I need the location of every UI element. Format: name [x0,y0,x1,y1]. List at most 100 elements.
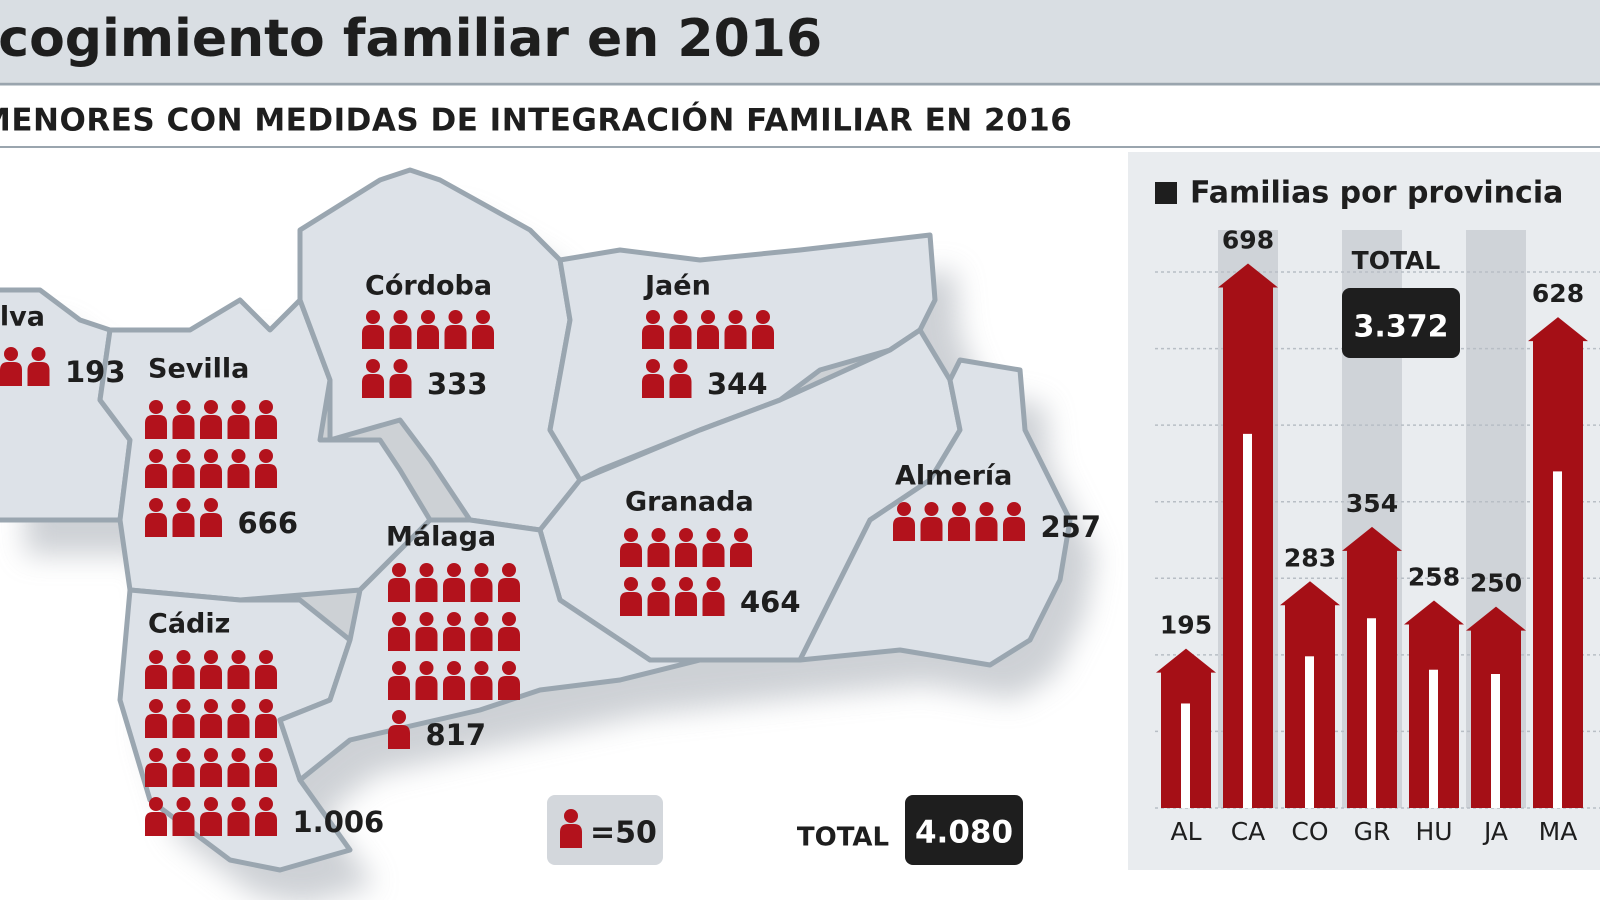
person-head [231,449,246,463]
person-head [176,748,191,762]
person-body [145,464,167,488]
person-body [620,592,642,616]
person-body [227,665,250,689]
province-value: 193 [65,355,126,389]
person-head [204,797,218,811]
province-name: Sevilla [148,354,249,385]
person-body [1003,517,1025,541]
person-head [673,310,688,324]
person-body [415,627,438,651]
person-body [498,578,520,602]
person-head [259,400,273,414]
bar-stripe [1305,656,1314,808]
person-head [259,699,273,713]
person-head [728,310,743,324]
person-body [200,464,222,488]
person-head [447,612,461,626]
person-head [259,449,273,463]
person-head [897,502,911,516]
person-body [255,665,277,689]
person-head [149,650,163,664]
pictogram-group [362,310,494,398]
person-head [176,400,191,414]
person-head [149,400,163,414]
person-body [669,325,692,349]
person-body [200,415,222,439]
person-head [259,650,273,664]
person-body [0,362,22,386]
bar-value: 628 [1532,279,1584,308]
person-head [231,797,246,811]
person-body [642,374,664,398]
province-value: 666 [238,506,299,540]
person-head [149,449,163,463]
total-title: TOTAL [1352,246,1441,275]
person-head [204,699,218,713]
person-body [200,812,222,836]
pictogram-group [145,650,277,836]
person-body [388,578,410,602]
x-tick-label: CO [1291,817,1328,846]
person-head [259,748,273,762]
province-value: 333 [427,367,488,401]
person-head [204,498,218,512]
person-body [145,714,167,738]
person-body [702,543,725,567]
bar-stripe [1243,433,1252,808]
person-body [145,665,167,689]
person-head [421,310,435,324]
person-body [255,714,277,738]
person-head [259,797,273,811]
person-head [204,650,218,664]
person-head [474,563,489,577]
bar-stripe [1367,618,1376,808]
pictogram-group [0,347,50,386]
person-head [176,498,191,512]
x-tick-label: MA [1539,817,1578,846]
province-value: 257 [1041,510,1102,544]
person-body [560,824,582,848]
subtitle: MENORES CON MEDIDAS DE INTEGRACIÓN FAMIL… [0,102,1072,139]
person-head [366,310,380,324]
person-head [149,797,163,811]
bar-stripe [1491,674,1500,808]
person-body [362,374,384,398]
person-body [388,725,410,749]
person-body [27,362,50,386]
person-head [734,528,748,542]
person-head [756,310,770,324]
person-body [443,676,465,700]
person-body [227,464,250,488]
bar-title-square [1155,182,1177,204]
province-name: Málaga [386,522,496,553]
person-head [419,661,434,675]
province-name: Jaén [643,271,711,302]
person-body [389,374,412,398]
map [0,167,1095,904]
person-body [498,627,520,651]
person-head [392,710,406,724]
person-head [624,528,638,542]
person-head [149,498,163,512]
province-value: 1.006 [293,805,385,839]
person-head [392,563,406,577]
person-head [979,502,994,516]
person-head [392,661,406,675]
pictogram-group [145,400,277,537]
person-head [231,650,246,664]
province-value: 464 [740,585,801,619]
person-head [646,359,660,373]
person-body [145,812,167,836]
total-title: TOTAL [797,823,889,853]
person-body [975,517,998,541]
person-body [647,592,670,616]
x-tick-label: HU [1415,817,1452,846]
person-body [172,714,195,738]
person-body [172,415,195,439]
person-body [172,665,195,689]
province-jaen [547,232,938,483]
person-head [419,612,434,626]
bar-value: 250 [1470,569,1522,598]
pictogram-group [388,563,520,749]
